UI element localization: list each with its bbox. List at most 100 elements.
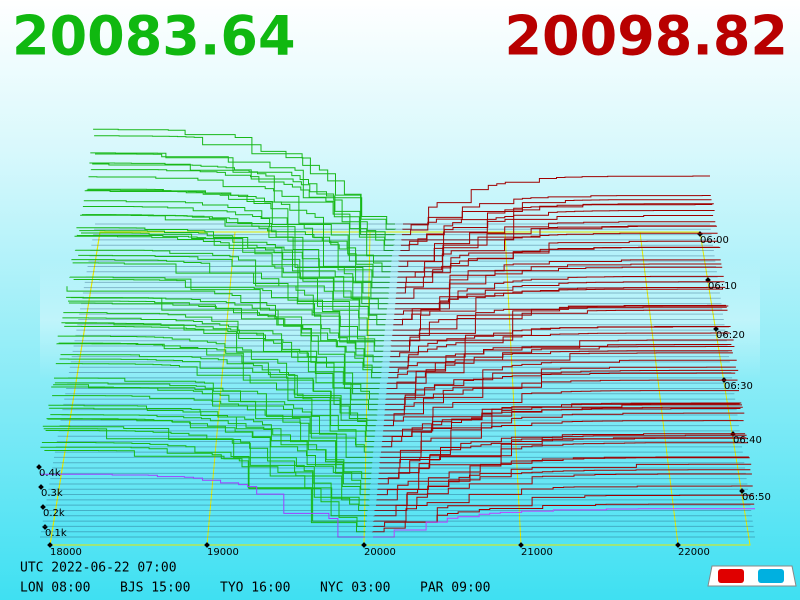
time-label: 06:30 — [724, 381, 753, 392]
bid-slice — [45, 430, 370, 506]
bid-slice — [42, 425, 367, 522]
bid-slice — [94, 135, 397, 230]
tick-diamond — [675, 542, 681, 548]
bid-slice — [90, 152, 395, 251]
bid-slice — [54, 377, 373, 458]
ask-slice — [390, 309, 728, 347]
ask-slice — [390, 306, 727, 342]
bid-slice — [68, 302, 382, 373]
tick-diamond — [204, 542, 210, 548]
bid-slice — [66, 296, 380, 389]
clock: NYC 03:00 — [320, 581, 390, 596]
bid-slice — [53, 384, 373, 464]
clock: BJS 15:00 — [120, 581, 190, 596]
time-label: 06:20 — [716, 330, 745, 341]
ask-slice — [376, 457, 750, 501]
bid-slice — [78, 254, 386, 320]
ask-slice — [383, 390, 739, 427]
bid-slice — [68, 300, 382, 379]
ask-slice — [400, 203, 714, 251]
bid-slice — [47, 418, 371, 496]
bid-slice — [73, 279, 384, 347]
ask-slice — [373, 473, 752, 517]
bid-slice — [88, 176, 392, 262]
ask-slice — [379, 420, 744, 458]
bid-slice — [44, 450, 368, 511]
bid-slice — [69, 276, 383, 368]
bid-slice — [71, 259, 384, 358]
bid-slice — [48, 407, 371, 485]
utc-time: UTC 2022-06-22 07:00 — [20, 561, 177, 576]
ask-slice — [390, 305, 729, 352]
depth-slices — [40, 128, 755, 538]
ask-slice — [401, 204, 713, 241]
tick-diamond — [47, 542, 53, 548]
ask-slice — [394, 288, 723, 315]
bid-slice — [79, 230, 387, 315]
bid-price: 20083.64 — [12, 5, 296, 68]
ask-slice — [397, 225, 717, 273]
bid-slice — [61, 322, 378, 416]
ask-slice — [384, 359, 737, 411]
bid-slice — [64, 325, 379, 400]
ask-slice — [372, 485, 753, 522]
clock: TYO 16:00 — [220, 581, 290, 596]
ask-slice — [373, 463, 752, 511]
bid-slice — [74, 249, 385, 336]
bid-slice — [62, 317, 378, 411]
ask-slice — [378, 434, 747, 480]
price-label: 19000 — [207, 547, 239, 558]
bid-slice — [57, 335, 375, 437]
bid-slice — [86, 189, 391, 273]
ask-slice — [393, 275, 724, 320]
ask-slice — [385, 346, 735, 395]
tick-diamond — [518, 542, 524, 548]
ask-slice — [388, 344, 732, 373]
bid-slice — [83, 200, 390, 289]
bid-slice — [74, 235, 385, 342]
ask-slice — [398, 221, 716, 262]
bid-slice — [81, 232, 389, 305]
ask-slice — [395, 259, 721, 299]
ask-slice — [393, 281, 725, 326]
bid-slice — [48, 404, 371, 490]
bid-slice — [81, 214, 389, 299]
ask-slice — [401, 199, 712, 236]
ask-slice — [376, 456, 749, 496]
clock: LON 08:00 — [20, 581, 90, 596]
tick-diamond — [713, 326, 719, 332]
bid-slice — [40, 446, 366, 533]
clock: PAR 09:00 — [420, 581, 490, 596]
price-grid-line — [49, 231, 101, 546]
ask-price: 20098.82 — [504, 5, 788, 68]
tick-diamond — [739, 488, 745, 494]
ask-slice — [380, 406, 743, 453]
ask-slice — [387, 350, 733, 379]
ask-slice — [383, 403, 740, 432]
ask-slice — [398, 210, 715, 257]
ask-slice — [396, 240, 719, 283]
price-label: 20000 — [364, 547, 396, 558]
bid-slice — [76, 227, 385, 331]
ask-slice — [377, 442, 749, 490]
time-label: 06:50 — [742, 492, 771, 503]
depth-label: 0.4k — [39, 468, 61, 479]
price-label: 22000 — [678, 547, 710, 558]
time-label: 06:40 — [733, 435, 762, 446]
bid-slice — [76, 234, 386, 326]
bid-slice — [41, 442, 367, 527]
ask-slice — [402, 195, 711, 230]
tick-diamond — [697, 231, 703, 237]
time-label: 06:10 — [708, 281, 737, 292]
ask-slice — [373, 508, 755, 538]
ask-slice — [397, 232, 718, 278]
bid-slice — [60, 354, 378, 421]
bid-slice — [66, 286, 381, 384]
ask-slice — [392, 286, 726, 331]
bid-slice — [56, 343, 375, 443]
depth-label: 0.3k — [41, 488, 63, 499]
bid-slice — [82, 206, 390, 294]
bid-slice — [51, 386, 372, 474]
depth-label: 0.2k — [43, 508, 65, 519]
tick-diamond — [42, 524, 48, 530]
